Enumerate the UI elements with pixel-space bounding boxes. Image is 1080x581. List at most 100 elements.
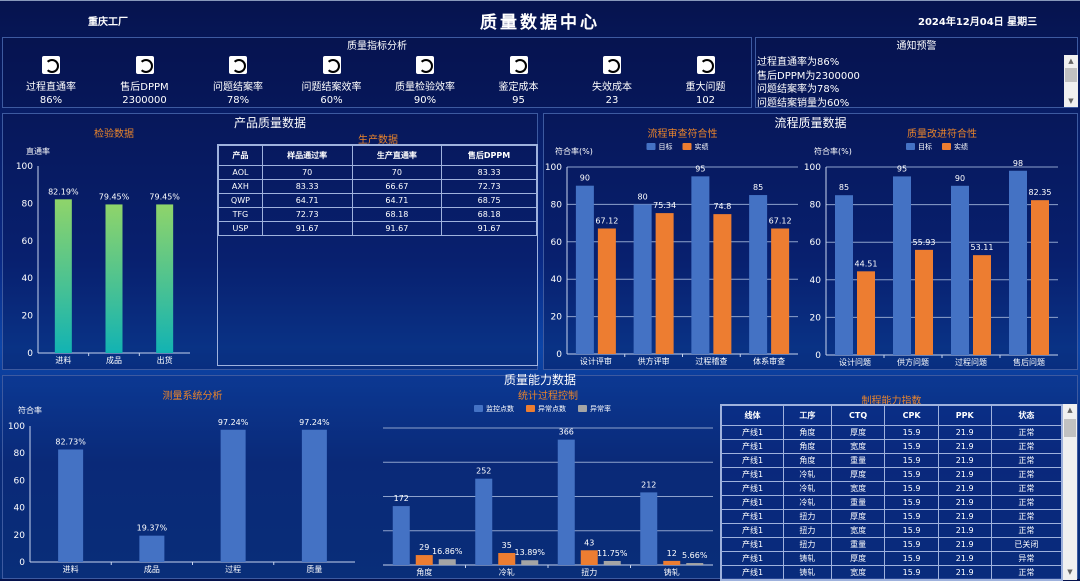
factory-name: 重庆工厂 <box>88 17 128 28</box>
table-cell: 15.9 <box>884 537 939 552</box>
table-cell: 产线1 <box>720 425 785 440</box>
refresh-clock-icon <box>135 56 154 74</box>
kpi-value: 90% <box>413 95 437 106</box>
table-row[interactable]: AXH 83.33 66.67 72.73 <box>218 179 537 194</box>
table-cell: 扭力 <box>783 537 832 552</box>
table-row[interactable]: 产线1 角度 厚度 15.9 21.9 正常 <box>720 425 1063 440</box>
scroll-up-icon[interactable]: ▲ <box>1067 406 1073 414</box>
table-cell: 厚度 <box>830 467 886 482</box>
table-row[interactable]: 产线1 冷轧 宽度 15.9 21.9 正常 <box>720 481 1063 496</box>
notice-item: 过程直通率为86% <box>757 57 840 68</box>
table-cell: 宽度 <box>830 439 886 454</box>
table-row[interactable]: USP 91.67 91.67 91.67 <box>218 221 537 236</box>
notice-title: 通知预警 <box>896 41 937 52</box>
table-row[interactable]: 产线1 扭力 重量 15.9 21.9 已关闭 <box>720 537 1063 552</box>
refresh-clock-icon <box>509 56 528 74</box>
kpi-label: 问题结案效率 <box>301 82 362 93</box>
table-cell: 正常 <box>990 425 1063 440</box>
table-cell: 厚度 <box>830 551 886 566</box>
kpi-item: 问题结案效率 60% <box>292 56 372 106</box>
capability-scrollbar[interactable]: ▲ ▼ <box>1063 404 1077 580</box>
notice-item: 问题结案率为78% <box>757 84 840 95</box>
process-panel-title: 流程质量数据 <box>774 116 847 130</box>
table-cell: 15.9 <box>884 509 939 524</box>
table-cell: 64.71 <box>261 193 353 208</box>
kpi-value: 23 <box>605 95 619 106</box>
table-cell: AOL <box>218 165 263 180</box>
table-row[interactable]: QWP 64.71 64.71 68.75 <box>218 193 537 208</box>
table-row[interactable]: 产线1 角度 宽度 15.9 21.9 正常 <box>720 439 1063 454</box>
column-header: CPK <box>884 405 939 426</box>
table-cell: 15.9 <box>884 481 939 496</box>
kpi-item: 失效成本 23 <box>572 56 652 106</box>
table-cell: 21.9 <box>937 565 992 580</box>
table-cell: 铸轧 <box>783 565 832 580</box>
table-cell: 21.9 <box>937 439 992 454</box>
table-cell: 重量 <box>830 453 886 468</box>
kpi-label: 问题结案率 <box>213 82 263 93</box>
table-row[interactable]: 产线1 扭力 宽度 15.9 21.9 正常 <box>720 523 1063 538</box>
table-cell: 70 <box>351 165 443 180</box>
table-cell: 21.9 <box>937 425 992 440</box>
table-row[interactable]: 产线1 冷轧 重量 15.9 21.9 正常 <box>720 495 1063 510</box>
refresh-clock-icon <box>603 56 621 74</box>
scroll-up-icon[interactable]: ▲ <box>1068 57 1074 65</box>
table-cell: 21.9 <box>937 523 992 538</box>
kpi-item: 质量检验效率 90% <box>385 56 465 106</box>
kpi-value: 102 <box>695 95 716 106</box>
table-row[interactable]: 产线1 角度 重量 15.9 21.9 正常 <box>720 453 1063 468</box>
table-cell: 角度 <box>783 453 832 468</box>
kpi-label: 重大问题 <box>685 82 726 93</box>
kpi-label: 鉴定成本 <box>498 82 539 93</box>
table-row[interactable]: 产线1 铸轧 宽度 15.9 21.9 正常 <box>720 565 1063 580</box>
table-cell: 21.9 <box>937 551 992 566</box>
table-cell: 15.9 <box>884 495 939 510</box>
product-quality-panel: 产品质量数据 生产数据 产品 样品通过率 生产直通率 售后DPPM AOL 70 70 83.… <box>2 113 538 370</box>
page-title: 质量数据中心 <box>480 13 600 33</box>
table-header-row: 线体 工序 CTQ CPK PPK 状态 <box>720 405 1063 426</box>
refresh-clock-icon <box>229 56 247 74</box>
table-cell: 产线1 <box>720 439 785 454</box>
scroll-down-icon[interactable]: ▼ <box>1067 568 1073 576</box>
table-cell: 66.67 <box>351 179 443 194</box>
column-header: 线体 <box>720 405 785 426</box>
table-row[interactable]: AOL 70 70 83.33 <box>218 165 537 180</box>
table-row[interactable]: TFG 72.73 68.18 68.18 <box>218 207 537 222</box>
table-cell: 重量 <box>830 537 886 552</box>
product-panel-title: 产品质量数据 <box>233 116 306 130</box>
table-row[interactable]: 产线1 铸轧 厚度 15.9 21.9 异常 <box>720 551 1063 566</box>
table-cell: 21.9 <box>937 537 992 552</box>
kpi-value: 95 <box>512 95 525 106</box>
notice-scrollbar[interactable]: ▲ ▼ <box>1064 55 1078 107</box>
production-table: 产品 样品通过率 生产直通率 售后DPPM AOL 70 70 83.33 AXH 83.33 66… <box>217 144 538 366</box>
column-header: 状态 <box>990 405 1063 426</box>
table-cell: 厚度 <box>830 509 886 524</box>
table-cell: 70 <box>261 165 353 180</box>
table-cell: 21.9 <box>937 467 992 482</box>
table-row[interactable]: 产线1 冷轧 厚度 15.9 21.9 正常 <box>720 467 1063 482</box>
column-header: CTQ <box>830 405 886 426</box>
scroll-down-icon[interactable]: ▼ <box>1068 97 1074 105</box>
notice-panel: 通知预警 过程直通率为86% 售后DPPM为2300000 问题结案率为78% … <box>755 37 1078 109</box>
table-cell: 扭力 <box>783 509 832 524</box>
scrollbar-thumb[interactable] <box>1065 68 1077 82</box>
table-cell: 21.9 <box>937 481 992 496</box>
table-cell: AXH <box>218 179 263 194</box>
table-cell: QWP <box>218 193 263 208</box>
table-cell: 产线1 <box>720 481 785 496</box>
column-header: 售后DPPM <box>441 145 537 166</box>
capability-panel-title: 质量能力数据 <box>503 373 576 387</box>
refresh-clock-icon <box>42 56 60 74</box>
table-cell: 正常 <box>990 523 1063 538</box>
scrollbar-thumb[interactable] <box>1064 419 1076 437</box>
column-header: PPK <box>937 405 992 426</box>
table-cell: 正常 <box>990 439 1063 454</box>
header: 重庆工厂 质量数据中心 2024年12月04日 星期三 <box>0 0 1080 35</box>
table-cell: 15.9 <box>884 425 939 440</box>
table-cell: 正常 <box>990 467 1063 482</box>
table-cell: 产线1 <box>720 537 785 552</box>
table-cell: 扭力 <box>783 523 832 538</box>
table-row[interactable]: 产线1 扭力 厚度 15.9 21.9 正常 <box>720 509 1063 524</box>
kpi-item: 问题结案率 78% <box>198 56 278 106</box>
table-cell: 15.9 <box>884 439 939 454</box>
